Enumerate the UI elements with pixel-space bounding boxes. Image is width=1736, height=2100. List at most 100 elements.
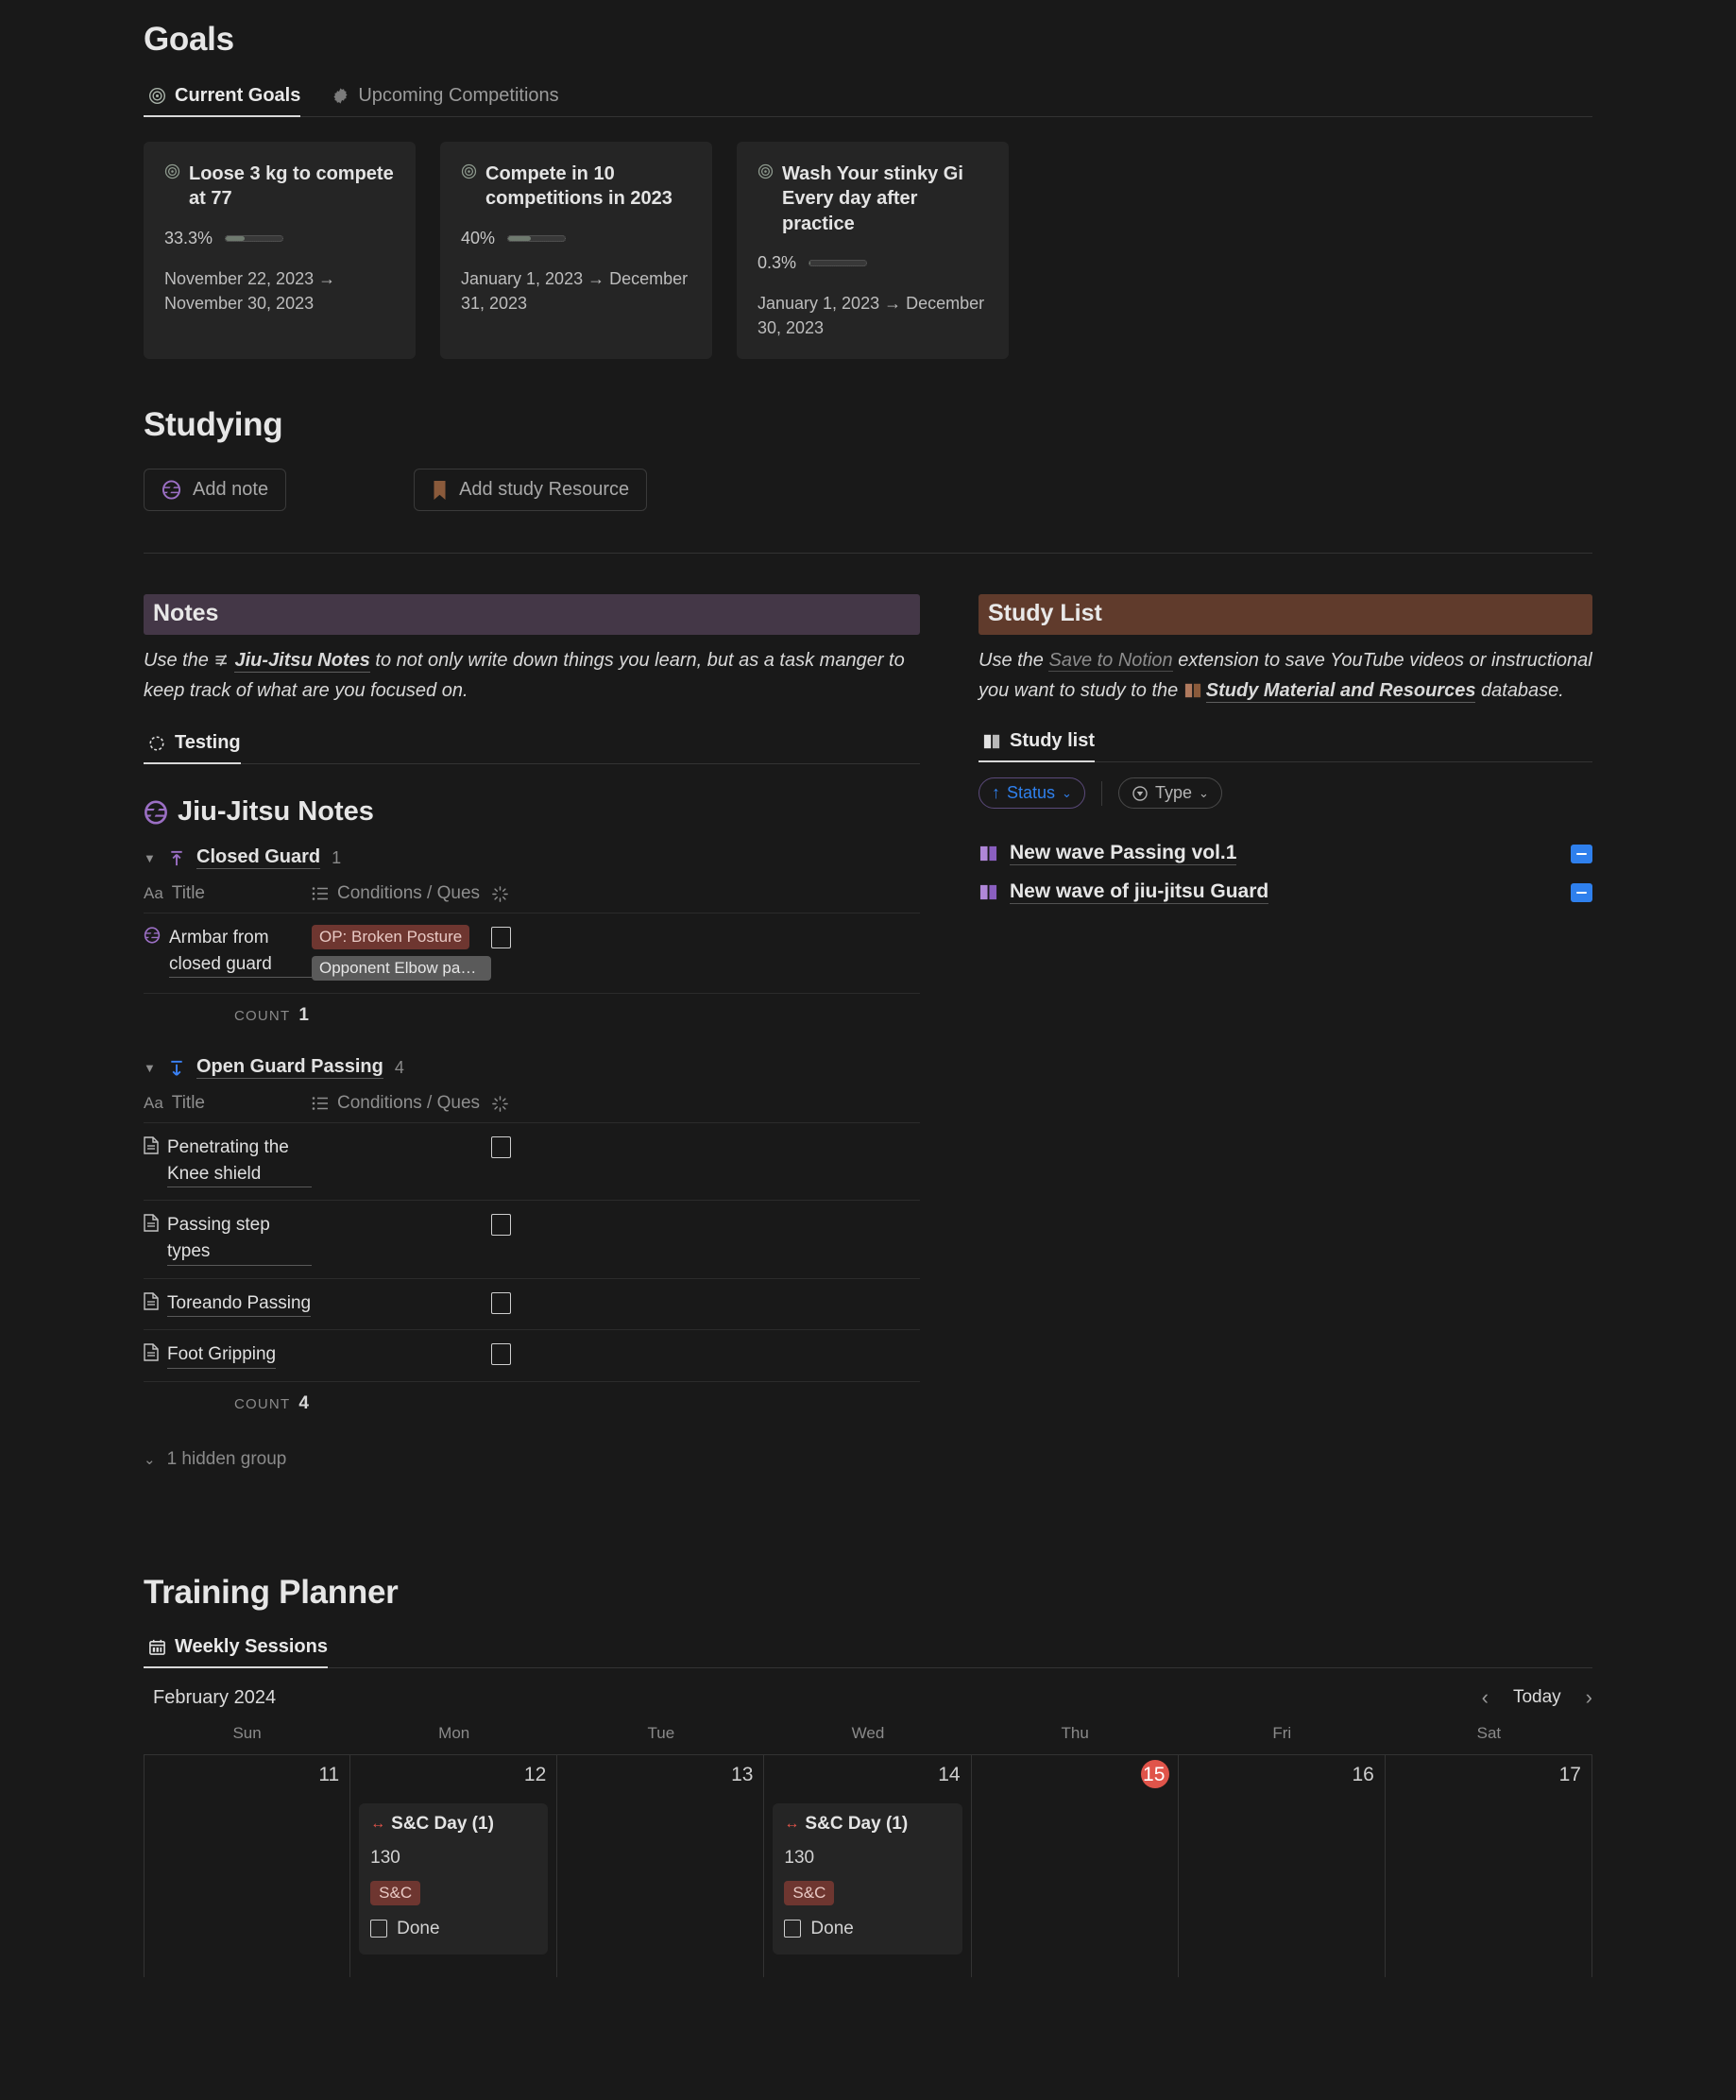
- prev-week-arrow-icon[interactable]: ‹: [1481, 1685, 1489, 1710]
- calendar-day-cell[interactable]: 17: [1386, 1754, 1592, 1977]
- event-done-checkbox[interactable]: [370, 1920, 388, 1938]
- tab-current-goals[interactable]: Current Goals: [144, 79, 314, 117]
- study-desc-link-study-material[interactable]: Study Material and Resources: [1205, 680, 1476, 704]
- training-planner: Training Planner Weekly Sessions Februar…: [144, 1574, 1592, 1977]
- table-header-row: Aa Title Conditions / Ques: [144, 875, 920, 914]
- planner-tabbar: Weekly Sessions: [144, 1630, 1592, 1668]
- arrow-down-icon: [168, 1059, 185, 1077]
- tab-weekly-sessions[interactable]: Weekly Sessions: [144, 1630, 341, 1668]
- study-filters: ↑ Status ⌄ Type ⌄: [979, 777, 1592, 810]
- list-item[interactable]: New wave of jiu-jitsu Guard: [979, 874, 1592, 913]
- calendar-event[interactable]: ↔ S&C Day (1) 130 S&C Done: [359, 1802, 549, 1955]
- group-header-closed-guard[interactable]: ▼ Closed Guard 1: [144, 846, 920, 870]
- goal-card-title: Wash Your stinky Gi Every day after prac…: [782, 163, 963, 234]
- tab-study-list[interactable]: Study list: [979, 725, 1108, 763]
- minus-badge-icon[interactable]: [1571, 844, 1592, 863]
- weekday-label: Mon: [438, 1723, 470, 1742]
- chevron-down-icon[interactable]: ▼: [144, 1060, 156, 1075]
- table-row[interactable]: Toreando Passing: [144, 1279, 920, 1331]
- list-item-title[interactable]: New wave of jiu-jitsu Guard: [1010, 880, 1269, 905]
- goal-card[interactable]: Compete in 10 competitions in 2023 40% J…: [440, 142, 712, 360]
- row-checkbox[interactable]: [491, 1214, 511, 1237]
- list-item-title[interactable]: New wave Passing vol.1: [1010, 842, 1237, 866]
- calendar-header: February 2024 ‹ Today ›: [144, 1668, 1592, 1724]
- study-list-items: New wave Passing vol.1 New wave of jiu-j…: [979, 835, 1592, 913]
- arrow-up-icon: [168, 849, 185, 867]
- goals-heading: Goals: [144, 21, 234, 58]
- row-status-cell: [491, 1135, 548, 1159]
- row-checkbox[interactable]: [491, 1291, 511, 1314]
- tab-current-goals-label: Current Goals: [175, 85, 301, 106]
- event-done-row[interactable]: Done: [784, 1919, 950, 1939]
- table-row[interactable]: Foot Gripping: [144, 1330, 920, 1382]
- chevron-down-icon[interactable]: ▼: [144, 850, 156, 865]
- column-header-status[interactable]: [491, 885, 548, 903]
- loading-burst-icon: [491, 885, 509, 903]
- table-row[interactable]: Passing step types: [144, 1201, 920, 1279]
- notes-desc-pre: Use the: [144, 650, 214, 672]
- table-row[interactable]: Penetrating the Knee shield: [144, 1123, 920, 1202]
- add-note-button[interactable]: Add note: [144, 469, 287, 512]
- tab-upcoming-competitions[interactable]: Upcoming Competitions: [327, 79, 571, 116]
- filter-type[interactable]: Type ⌄: [1117, 777, 1222, 810]
- weekday-label: Sun: [232, 1723, 262, 1742]
- event-done-row[interactable]: Done: [370, 1919, 536, 1939]
- group-count-row: COUNT 4: [144, 1382, 920, 1424]
- column-header-title[interactable]: Aa Title: [144, 883, 312, 904]
- column-header-conditions-label: Conditions / Ques: [337, 1093, 481, 1114]
- calendar-day-cell[interactable]: 13: [557, 1754, 765, 1977]
- hidden-group-toggle[interactable]: ⌄ 1 hidden group: [144, 1449, 920, 1470]
- goal-card-title-row: Compete in 10 competitions in 2023: [461, 162, 691, 212]
- row-status-cell: [491, 925, 548, 949]
- list-item[interactable]: New wave Passing vol.1: [979, 835, 1592, 874]
- tag-chip[interactable]: Opponent Elbow pass...: [312, 956, 491, 982]
- column-header-conditions[interactable]: Conditions / Ques: [312, 883, 491, 904]
- today-button[interactable]: Today: [1512, 1687, 1561, 1708]
- jiujitsu-icon: [162, 480, 181, 500]
- calendar-day-cell[interactable]: 15: [972, 1754, 1179, 1977]
- row-checkbox[interactable]: [491, 1136, 511, 1159]
- calendar-day-cell[interactable]: 14 ↔ S&C Day (1) 130 S&C Done: [764, 1754, 972, 1977]
- row-title[interactable]: Penetrating the Knee shield: [167, 1135, 312, 1188]
- goal-card[interactable]: Loose 3 kg to compete at 77 33.3% Novemb…: [144, 142, 416, 360]
- next-week-arrow-icon[interactable]: ›: [1585, 1685, 1592, 1710]
- table-header-row: Aa Title Conditions / Ques: [144, 1084, 920, 1124]
- goal-card-title-row: Wash Your stinky Gi Every day after prac…: [757, 162, 988, 236]
- calendar-day-cell[interactable]: 12 ↔ S&C Day (1) 130 S&C Done: [350, 1754, 558, 1977]
- minus-badge-icon[interactable]: [1571, 882, 1592, 902]
- page-icon: [144, 1343, 159, 1361]
- column-header-title[interactable]: Aa Title: [144, 1093, 312, 1114]
- weekday-label: Sat: [1476, 1723, 1502, 1742]
- event-done-label: Done: [397, 1918, 440, 1938]
- calendar-month-label: February 2024: [153, 1686, 277, 1708]
- goals-tabbar: Current Goals Upcoming Competitions: [144, 79, 1592, 117]
- group-header-open-guard-passing[interactable]: ▼ Open Guard Passing 4: [144, 1056, 920, 1080]
- row-title[interactable]: Armbar from closed guard: [169, 925, 312, 979]
- goal-card[interactable]: Wash Your stinky Gi Every day after prac…: [737, 142, 1009, 360]
- list-icon: [312, 886, 329, 901]
- table-row[interactable]: Armbar from closed guard OP: Broken Post…: [144, 913, 920, 995]
- event-done-checkbox[interactable]: [784, 1920, 802, 1938]
- column-header-conditions[interactable]: Conditions / Ques: [312, 1093, 491, 1114]
- study-desc-link-save-to-notion[interactable]: Save to Notion: [1048, 650, 1173, 673]
- tab-testing[interactable]: Testing: [144, 726, 254, 765]
- row-title[interactable]: Passing step types: [167, 1212, 312, 1266]
- column-header-status[interactable]: [491, 1095, 548, 1113]
- row-checkbox[interactable]: [491, 1343, 511, 1366]
- row-title[interactable]: Toreando Passing: [167, 1290, 312, 1318]
- calendar-event[interactable]: ↔ S&C Day (1) 130 S&C Done: [773, 1802, 962, 1955]
- notes-desc-link[interactable]: Jiu-Jitsu Notes: [234, 650, 370, 674]
- section-divider: [144, 553, 1592, 555]
- calendar-day-cell[interactable]: 11: [144, 1754, 351, 1977]
- goal-progress-bar: [507, 234, 567, 242]
- filter-status[interactable]: ↑ Status ⌄: [979, 777, 1085, 810]
- row-title[interactable]: Foot Gripping: [167, 1341, 277, 1369]
- calendar-day-cell[interactable]: 16: [1179, 1754, 1386, 1977]
- add-study-resource-button[interactable]: Add study Resource: [414, 469, 648, 512]
- content-columns: Notes Use the Jiu-Jitsu Notes to not onl…: [144, 594, 1592, 1469]
- tag-chip[interactable]: OP: Broken Posture: [312, 925, 470, 950]
- page-root: Goals Current Goals Upcoming Competition…: [144, 21, 1592, 1977]
- goal-cards: Loose 3 kg to compete at 77 33.3% Novemb…: [144, 142, 1592, 360]
- row-checkbox[interactable]: [491, 927, 511, 949]
- row-title-cell: Toreando Passing: [144, 1290, 312, 1318]
